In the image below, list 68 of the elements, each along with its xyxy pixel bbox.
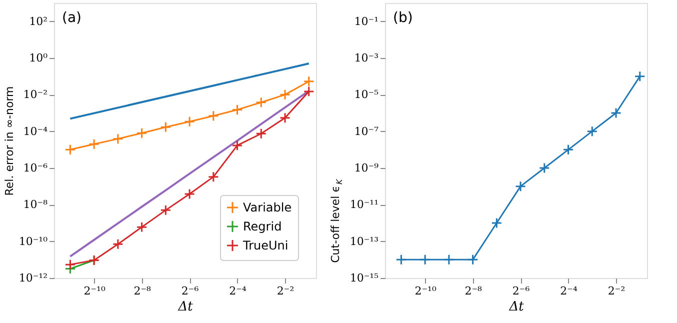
point — [136, 222, 148, 233]
point — [112, 238, 124, 250]
point — [208, 110, 219, 122]
point — [586, 126, 598, 137]
x-tick-label: 2⁻⁸ — [464, 284, 482, 298]
x-tick-label: 2⁻⁶ — [512, 284, 530, 298]
point — [467, 254, 478, 266]
point — [208, 171, 219, 182]
x-tick-label: 2⁻² — [608, 284, 626, 298]
y-tick-label: 10⁰ — [29, 52, 48, 64]
point — [64, 259, 76, 270]
x-tick-label: 2⁻² — [276, 284, 294, 298]
x-tick-label: 2⁻¹⁰ — [84, 284, 106, 298]
y-axis-title: Rel. error in ∞-norm — [2, 86, 16, 196]
point — [515, 180, 526, 192]
y-tick-label: 10⁻³ — [354, 52, 378, 64]
y-tick-label: 10⁻¹¹ — [350, 198, 378, 212]
point — [634, 70, 646, 82]
legend-label: TrueUni — [242, 238, 288, 252]
legend-label: Variable — [243, 200, 292, 214]
x-axis-title: Δt — [177, 300, 194, 314]
y-tick-label: 10⁻⁷ — [354, 124, 380, 138]
y-tick-label: 10⁻¹⁵ — [350, 272, 378, 284]
y-tick-label: 10⁻⁵ — [354, 88, 378, 102]
point — [396, 254, 407, 266]
point — [562, 144, 574, 156]
point — [184, 188, 196, 200]
point — [160, 204, 172, 216]
point — [64, 144, 76, 156]
annotation: (b) — [393, 10, 413, 26]
annotation: (a) — [62, 10, 82, 26]
y-tick-label: 10⁻⁴ — [23, 124, 48, 138]
point — [443, 254, 454, 266]
x-tick-label: 2⁻⁸ — [134, 284, 152, 298]
y-tick-label: 10⁻⁶ — [23, 162, 48, 174]
y-tick-label: 10⁻¹⁰ — [18, 234, 48, 248]
x-tick-label: 2⁻⁴ — [229, 284, 247, 298]
point — [303, 86, 314, 97]
y-tick-label: 10⁻² — [23, 88, 48, 102]
x-tick-label: 2⁻⁶ — [181, 284, 200, 298]
point — [232, 140, 243, 151]
x-axis-title: Δt — [508, 300, 525, 314]
point — [160, 122, 172, 133]
point — [280, 89, 290, 100]
point — [303, 76, 314, 87]
point — [610, 108, 622, 118]
point — [88, 138, 100, 150]
point — [280, 112, 290, 124]
point — [232, 104, 243, 116]
point — [420, 254, 431, 266]
x-tick-label: 2⁻⁴ — [560, 284, 578, 298]
x-tick-label: 2⁻¹⁰ — [414, 284, 437, 298]
point — [491, 218, 502, 228]
point — [538, 162, 550, 174]
y-axis-title: Cut-off level ϵK — [329, 178, 344, 263]
point — [136, 128, 148, 139]
point — [256, 96, 267, 108]
y-tick-label: 10⁻¹³ — [350, 234, 378, 248]
point — [112, 133, 124, 144]
point — [184, 116, 196, 128]
y-tick-label: 10⁻¹² — [18, 272, 48, 284]
legend-label: Regrid — [243, 220, 282, 234]
y-tick-label: 10² — [29, 14, 48, 28]
y-tick-label: 10⁻⁹ — [354, 162, 380, 174]
y-tick-label: 10⁻⁸ — [23, 198, 48, 212]
line-series — [69, 62, 310, 120]
point — [256, 128, 267, 140]
y-tick-label: 10⁻¹ — [354, 14, 378, 28]
